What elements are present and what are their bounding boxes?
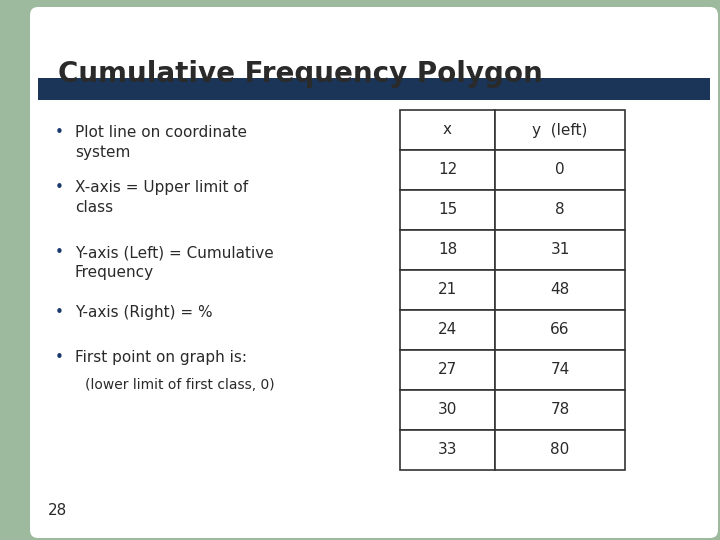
Text: 24: 24 (438, 322, 457, 338)
Bar (495, 430, 625, 470)
Text: X-axis = Upper limit of
class: X-axis = Upper limit of class (75, 180, 248, 215)
Bar (495, 190, 625, 230)
Text: •: • (55, 350, 64, 365)
Bar (495, 230, 625, 270)
Text: Plot line on coordinate
system: Plot line on coordinate system (75, 125, 247, 160)
Bar (400, 430, 495, 470)
Text: 18: 18 (438, 242, 457, 258)
Text: 30: 30 (438, 402, 457, 417)
Bar (400, 310, 495, 350)
Text: Y-axis (Right) = %: Y-axis (Right) = % (75, 305, 212, 320)
Text: y  (left): y (left) (532, 123, 588, 138)
Text: •: • (55, 180, 64, 195)
Text: •: • (55, 305, 64, 320)
Bar (495, 390, 625, 430)
Bar (400, 190, 495, 230)
Text: 28: 28 (48, 503, 67, 518)
Text: 12: 12 (438, 163, 457, 178)
Text: 74: 74 (550, 362, 570, 377)
Text: 31: 31 (550, 242, 570, 258)
Bar (400, 150, 495, 190)
Bar (400, 230, 495, 270)
Text: Cumulative Frequency Polygon: Cumulative Frequency Polygon (58, 60, 543, 88)
Text: 15: 15 (438, 202, 457, 218)
Text: Y-axis (Left) = Cumulative
Frequency: Y-axis (Left) = Cumulative Frequency (75, 245, 274, 280)
Text: 80: 80 (550, 442, 570, 457)
Text: 0: 0 (555, 163, 564, 178)
Text: (lower limit of first class, 0): (lower limit of first class, 0) (85, 378, 274, 392)
Bar (495, 110, 625, 150)
Bar (400, 350, 495, 390)
Bar (400, 110, 495, 150)
Text: 66: 66 (550, 322, 570, 338)
Text: •: • (55, 125, 64, 140)
Bar (400, 270, 495, 310)
Bar (400, 390, 495, 430)
Bar (38, 78, 710, 100)
Text: x: x (443, 123, 452, 138)
Text: 33: 33 (438, 442, 457, 457)
Text: First point on graph is:: First point on graph is: (75, 350, 247, 365)
Text: 8: 8 (555, 202, 564, 218)
Text: 21: 21 (438, 282, 457, 298)
Text: 48: 48 (550, 282, 570, 298)
Text: 27: 27 (438, 362, 457, 377)
Bar (495, 310, 625, 350)
Text: •: • (55, 245, 64, 260)
Bar (495, 150, 625, 190)
Bar (495, 350, 625, 390)
Text: 78: 78 (550, 402, 570, 417)
FancyBboxPatch shape (30, 7, 718, 538)
Bar (495, 270, 625, 310)
